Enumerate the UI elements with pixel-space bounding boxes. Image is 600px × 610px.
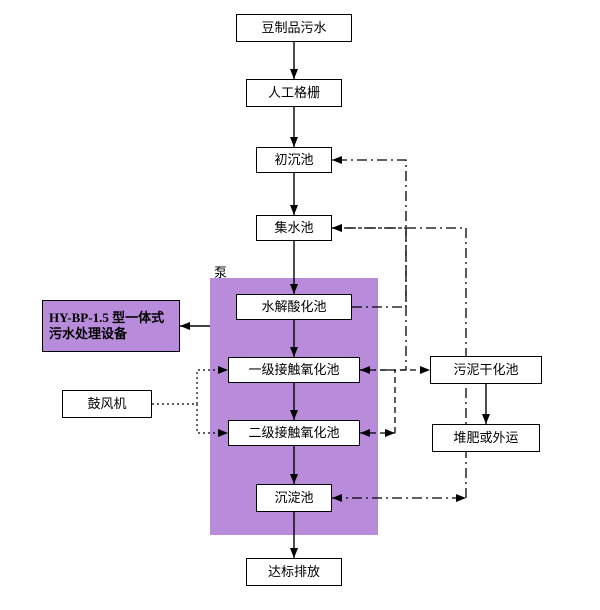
flowchart-canvas: 泵 豆制品污水人工格栅初沉池集水池水解酸化池一级接触氧化池二级接触氧化池沉淀池达…: [0, 0, 600, 610]
node-contact1: 一级接触氧化池: [228, 357, 360, 383]
node-contact2: 二级接触氧化池: [228, 420, 360, 446]
node-sludgeDry: 污泥干化池: [430, 356, 542, 384]
node-hydrolysis: 水解酸化池: [236, 294, 352, 320]
node-wastewater: 豆制品污水: [236, 14, 352, 42]
node-collectTank: 集水池: [256, 215, 332, 241]
node-sedTank: 沉淀池: [256, 484, 332, 512]
node-manualScreen: 人工格栅: [246, 79, 342, 107]
node-compost: 堆肥或外运: [432, 424, 540, 452]
node-discharge: 达标排放: [246, 558, 342, 586]
node-blower: 鼓风机: [62, 390, 152, 418]
node-primarySed: 初沉池: [256, 147, 332, 173]
pump-label: 泵: [214, 262, 227, 281]
node-equipment: HY-BP-1.5 型一体式污水处理设备: [42, 300, 180, 352]
